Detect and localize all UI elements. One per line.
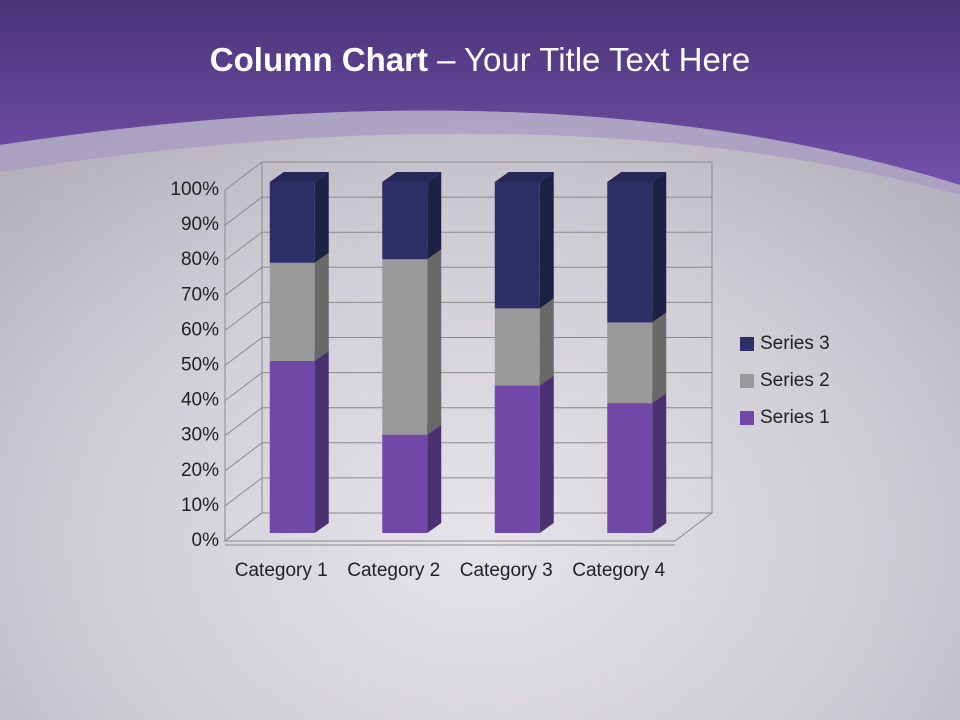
bar-side <box>427 172 442 260</box>
header-band <box>0 0 960 185</box>
y-tick-label: 30% <box>181 425 219 446</box>
bar-front <box>494 385 540 533</box>
grid-line <box>224 161 712 191</box>
legend-swatch <box>740 374 754 388</box>
bar-front <box>382 434 428 533</box>
header-curve <box>0 110 960 195</box>
bar-side <box>427 424 442 533</box>
legend-swatch <box>740 337 754 351</box>
bar-front <box>382 259 428 435</box>
grid-line <box>224 512 712 542</box>
bar-front <box>269 262 315 362</box>
grid-line <box>224 407 712 437</box>
bar-side <box>539 172 554 309</box>
y-tick-label: 0% <box>192 530 220 551</box>
y-tick-label: 70% <box>181 284 219 305</box>
grid-line <box>224 372 712 401</box>
y-tick-label: 100% <box>170 179 219 200</box>
bar-front <box>607 182 653 323</box>
legend-label: Series 3 <box>760 333 830 354</box>
bar-side <box>314 172 329 263</box>
bar-side <box>652 393 667 533</box>
grid-line <box>224 231 712 261</box>
legend-label: Series 1 <box>760 407 830 428</box>
bar-side <box>652 172 667 323</box>
bar-side <box>652 312 667 404</box>
bar-side <box>314 351 329 533</box>
bar-side <box>539 298 554 386</box>
y-tick-label: 50% <box>181 355 219 376</box>
bar-top <box>269 172 329 182</box>
grid-line <box>224 477 712 507</box>
bar-side <box>539 375 554 533</box>
grid-line <box>224 301 712 331</box>
x-tick-label: Category 4 <box>572 560 666 581</box>
legend-swatch <box>740 411 754 425</box>
bar-front <box>269 182 315 263</box>
bar-top <box>382 172 442 182</box>
bar-front <box>607 322 653 404</box>
bar-front <box>607 403 653 533</box>
x-tick-label: Category 2 <box>347 560 441 581</box>
bar-front <box>269 361 315 533</box>
grid-line <box>224 266 712 296</box>
slide-title: Column Chart – Your Title Text Here <box>210 41 750 78</box>
title-bold: Column Chart <box>210 41 428 78</box>
bar-front <box>382 182 428 260</box>
grid-line <box>224 196 712 226</box>
y-tick-label: 40% <box>181 390 219 411</box>
bar-front <box>494 308 540 386</box>
grid-line <box>224 337 712 366</box>
title-rest: – Your Title Text Here <box>428 41 750 78</box>
bar-side <box>314 252 329 362</box>
y-tick-label: 90% <box>181 214 219 235</box>
bar-top <box>607 172 667 182</box>
bar-top <box>494 172 554 182</box>
legend-label: Series 2 <box>760 370 830 391</box>
x-tick-label: Category 3 <box>459 560 553 581</box>
bar-side <box>427 249 442 435</box>
grid-line <box>224 442 712 472</box>
y-tick-label: 20% <box>181 460 219 481</box>
plot: 0% 10% 20% 30% 40% 50% 60% 70% 80% 90% 100% Series … <box>170 161 830 551</box>
y-tick-label: 10% <box>181 495 219 516</box>
bar-front <box>494 182 540 309</box>
y-tick-label: 60% <box>181 319 219 340</box>
x-tick-label: Category 1 <box>234 560 328 581</box>
y-tick-label: 80% <box>181 249 219 270</box>
